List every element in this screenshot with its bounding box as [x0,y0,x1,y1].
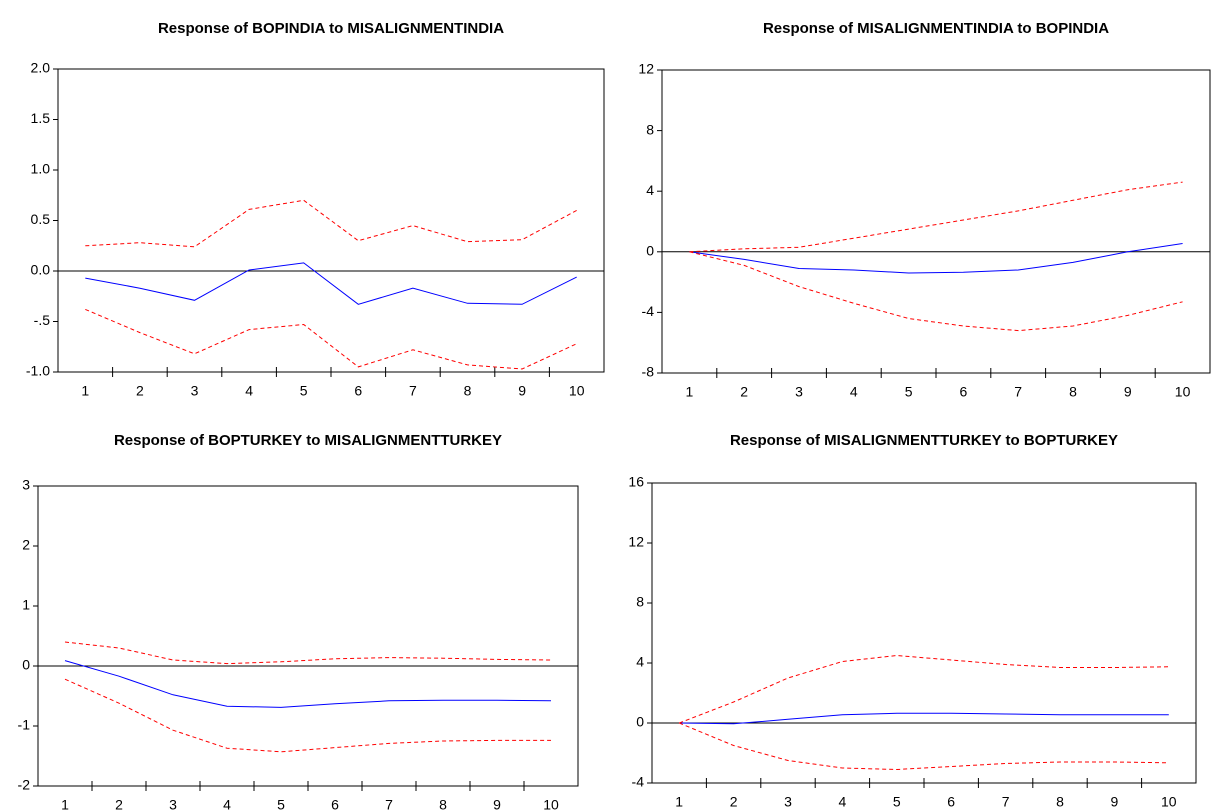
x-tick-label: 8 [1069,384,1077,400]
y-tick-label: -4 [642,303,655,319]
x-tick-label: 2 [730,794,738,810]
x-tick-label: 2 [136,383,144,399]
x-tick-label: 10 [1175,384,1191,400]
x-tick-label: 3 [191,383,199,399]
x-tick-label: 5 [893,794,901,810]
x-tick-label: 9 [518,383,526,399]
x-tick-label: 4 [850,384,858,400]
y-tick-label: 8 [636,594,644,610]
x-tick-label: 4 [223,797,231,811]
x-tick-label: 1 [81,383,89,399]
x-tick-label: 8 [439,797,447,811]
x-tick-label: 7 [1014,384,1022,400]
series-line [679,654,1169,724]
y-tick-label: 2 [22,537,30,553]
y-tick-label: 3 [22,477,30,493]
y-tick-label: 0 [636,714,644,730]
y-tick-label: 4 [636,654,644,670]
series-line [85,199,577,248]
y-tick-label: 0 [22,657,30,673]
y-tick-label: -1 [18,717,31,733]
y-tick-label: 2.0 [31,60,51,76]
chart-title: Response of MISALIGNMENTTURKEY to BOPTUR… [730,432,1118,449]
x-tick-label: 1 [675,794,683,810]
x-tick-label: 8 [1056,794,1064,810]
x-tick-label: 10 [543,797,559,811]
series-line [85,308,577,370]
x-tick-label: 6 [960,384,968,400]
y-tick-label: 0.0 [31,262,51,278]
plot-frame [37,485,579,787]
chart-title: Response of BOPTURKEY to MISALIGNMENTTUR… [114,432,502,449]
y-tick-label: 16 [628,474,644,490]
y-tick-label: 12 [638,61,654,77]
y-tick-label: -8 [642,364,655,380]
x-tick-label: 3 [169,797,177,811]
x-tick-label: 2 [740,384,748,400]
plot-frame [57,68,605,373]
x-tick-label: 7 [1002,794,1010,810]
y-tick-label: 4 [646,182,654,198]
plot-frame [661,69,1211,374]
y-tick-label: 0.5 [31,211,51,227]
x-tick-label: 10 [569,383,585,399]
x-tick-label: 3 [784,794,792,810]
series-line [64,678,551,753]
x-tick-label: 9 [1111,794,1119,810]
y-tick-label: 0 [646,243,654,259]
x-tick-label: 1 [61,797,69,811]
y-tick-label: 8 [646,121,654,137]
series-line [64,660,552,708]
y-tick-label: -2 [18,777,31,793]
plot-frame [651,482,1197,784]
x-tick-label: 9 [493,797,501,811]
y-tick-label: -1.0 [26,363,50,379]
chart-title: Response of MISALIGNMENTINDIA to BOPINDI… [763,20,1109,37]
series-line [85,262,577,305]
series-line [64,641,552,665]
series-line [689,251,1183,332]
x-tick-label: 2 [115,797,123,811]
x-tick-label: 8 [464,383,472,399]
series-line [679,712,1169,725]
series-line [679,722,1169,771]
y-tick-label: 12 [628,534,644,550]
series-line [689,243,1183,274]
x-tick-label: 4 [839,794,847,810]
chart-title: Response of BOPINDIA to MISALIGNMENTINDI… [158,20,504,37]
x-tick-label: 3 [795,384,803,400]
x-tick-label: 5 [300,383,308,399]
y-tick-label: 1.0 [31,161,51,177]
y-tick-label: 1.5 [31,110,51,126]
x-tick-label: 10 [1161,794,1177,810]
x-tick-label: 4 [245,383,253,399]
x-tick-label: 9 [1124,384,1132,400]
x-tick-label: 7 [409,383,417,399]
y-tick-label: 1 [22,597,30,613]
x-tick-label: 5 [277,797,285,811]
x-tick-label: 1 [686,384,694,400]
x-tick-label: 6 [331,797,339,811]
x-tick-label: 6 [947,794,955,810]
x-tick-label: 5 [905,384,913,400]
series-line [689,181,1183,253]
x-tick-label: 7 [385,797,393,811]
y-tick-label: -.5 [34,312,51,328]
y-tick-label: -4 [632,774,645,790]
x-tick-label: 6 [354,383,362,399]
